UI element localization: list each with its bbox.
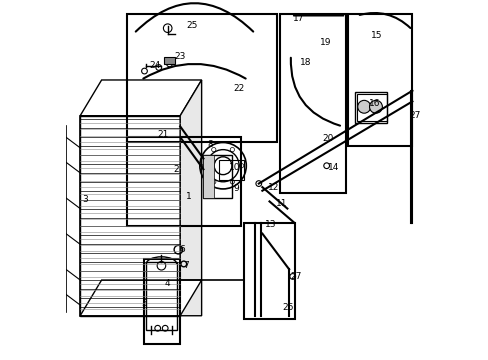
Bar [126,14,276,143]
Text: 24: 24 [149,61,161,70]
Text: 16: 16 [368,99,380,108]
Text: 27: 27 [408,111,420,120]
Text: 7: 7 [183,261,188,270]
Text: 22: 22 [233,84,244,93]
Text: 9: 9 [233,184,238,193]
Text: 20: 20 [322,134,333,143]
Text: 27: 27 [290,272,301,281]
Bar [280,14,346,193]
Bar [347,14,411,146]
Polygon shape [80,116,180,316]
Polygon shape [80,80,201,116]
Bar [219,160,244,180]
Polygon shape [180,80,201,316]
Text: 5: 5 [141,299,146,308]
Polygon shape [80,280,201,316]
Text: 15: 15 [370,31,382,40]
Circle shape [357,100,370,113]
Text: 17: 17 [293,14,305,23]
Bar [356,94,386,121]
Text: 14: 14 [328,163,339,172]
Text: 4: 4 [164,279,170,288]
Bar [164,57,175,64]
Text: 12: 12 [268,183,279,192]
Text: 19: 19 [319,38,330,47]
Text: 11: 11 [275,199,286,208]
Text: 8: 8 [206,140,212,149]
Text: 26: 26 [282,303,293,312]
Text: 25: 25 [186,21,198,30]
Text: 21: 21 [157,130,169,139]
Bar [146,262,176,330]
Circle shape [369,100,382,113]
Text: 13: 13 [264,220,276,229]
Bar [144,258,180,344]
Bar [244,223,294,319]
Text: 10: 10 [228,163,240,172]
Text: 6: 6 [179,245,185,254]
Bar [126,137,241,226]
Polygon shape [203,155,214,198]
Text: 18: 18 [299,58,311,67]
Text: 1: 1 [185,192,191,201]
Text: 3: 3 [82,195,88,204]
Bar [203,155,231,198]
Text: 23: 23 [175,52,186,61]
Bar [354,93,386,123]
Text: 2: 2 [173,165,178,174]
